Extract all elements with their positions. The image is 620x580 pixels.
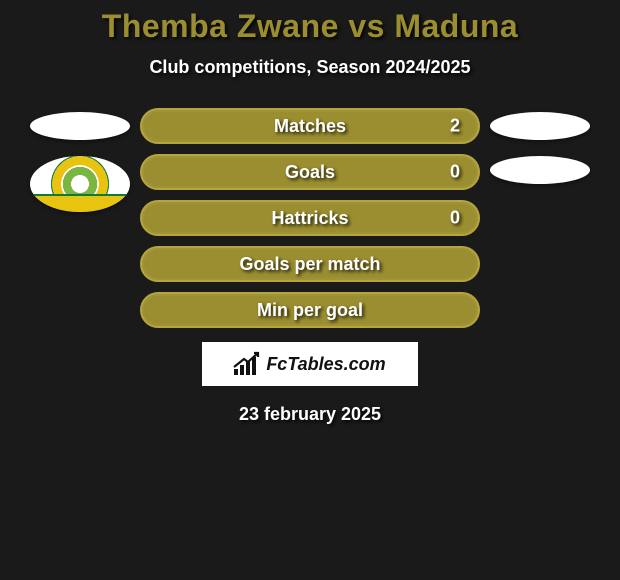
brand-text: FcTables.com	[266, 354, 385, 375]
player1-avatar	[30, 112, 130, 140]
stat-label: Goals	[285, 162, 335, 183]
player1-club-badge	[30, 156, 130, 212]
stat-label: Goals per match	[239, 254, 380, 275]
right-avatar-column	[490, 108, 590, 184]
club-badge-ribbon	[30, 194, 130, 212]
player1-name: Themba Zwane	[102, 8, 339, 44]
brand-chart-icon	[234, 353, 260, 375]
stat-value: 2	[450, 116, 460, 137]
brand-logo: FcTables.com	[202, 342, 418, 386]
content-row: Matches 2 Goals 0 Hattricks 0 Goals per …	[0, 108, 620, 328]
vs-label: vs	[348, 8, 385, 44]
stat-label: Hattricks	[271, 208, 348, 229]
subtitle: Club competitions, Season 2024/2025	[0, 57, 620, 78]
stat-bar-matches: Matches 2	[140, 108, 480, 144]
player2-name: Maduna	[394, 8, 518, 44]
comparison-card: Themba Zwane vs Maduna Club competitions…	[0, 0, 620, 580]
player2-avatar	[490, 112, 590, 140]
stat-bar-hattricks: Hattricks 0	[140, 200, 480, 236]
stat-value: 0	[450, 162, 460, 183]
stat-bar-goals: Goals 0	[140, 154, 480, 190]
stat-value: 0	[450, 208, 460, 229]
arrow-icon	[232, 351, 262, 371]
page-title: Themba Zwane vs Maduna	[0, 8, 620, 45]
date-label: 23 february 2025	[0, 404, 620, 425]
stat-bars: Matches 2 Goals 0 Hattricks 0 Goals per …	[140, 108, 480, 328]
stat-label: Matches	[274, 116, 346, 137]
left-avatar-column	[30, 108, 130, 212]
player2-club-avatar	[490, 156, 590, 184]
stat-label: Min per goal	[257, 300, 363, 321]
stat-bar-goals-per-match: Goals per match	[140, 246, 480, 282]
stat-bar-min-per-goal: Min per goal	[140, 292, 480, 328]
